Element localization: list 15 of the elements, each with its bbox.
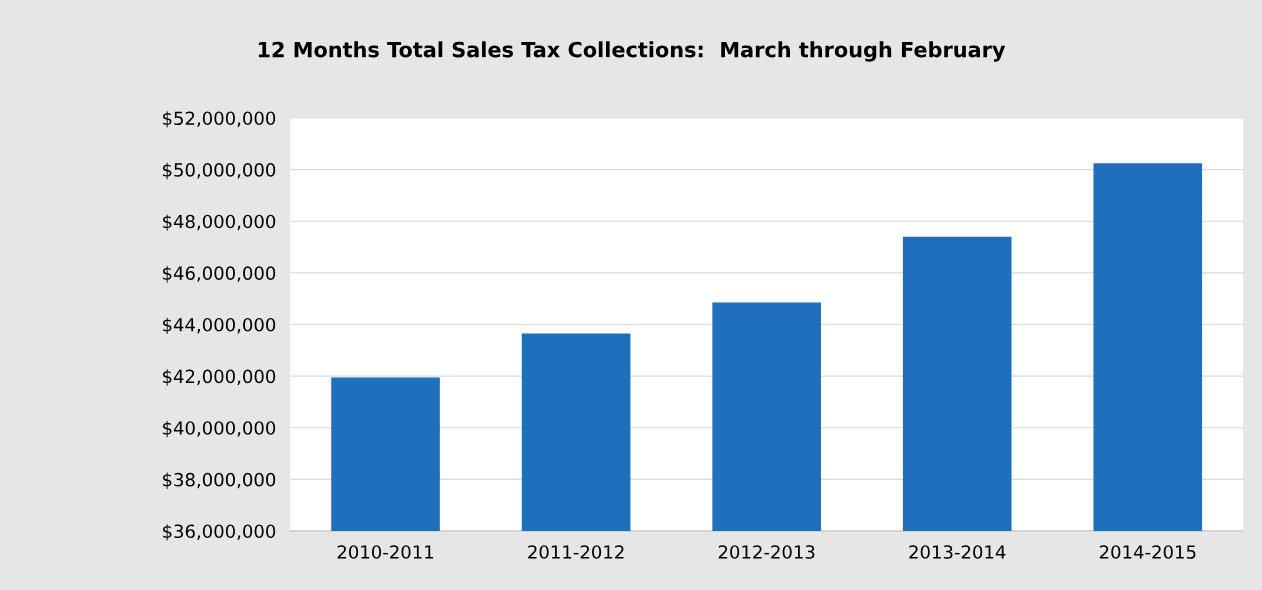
- y-tick-label: $42,000,000: [163, 369, 276, 386]
- y-tick-label: $52,000,000: [163, 111, 276, 128]
- chart-title: 12 Months Total Sales Tax Collections: March through February: [258, 41, 1006, 62]
- y-tick-label: $50,000,000: [163, 162, 276, 180]
- y-tick-label: $46,000,000: [163, 266, 276, 283]
- x-tick-label: 2014-2015: [1099, 545, 1196, 559]
- y-tick-label: $36,000,000: [163, 524, 276, 541]
- y-tick-label: $40,000,000: [163, 420, 276, 438]
- x-tick-label: 2010-2011: [337, 545, 434, 559]
- x-tick-label: 2012-2013: [718, 545, 815, 559]
- x-tick-label: 2013-2014: [909, 545, 1006, 559]
- y-tick-label: $48,000,000: [163, 214, 276, 231]
- y-tick-label: $38,000,000: [163, 472, 276, 489]
- x-tick-label: 2011-2012: [528, 545, 624, 559]
- y-tick-label: $44,000,000: [163, 317, 276, 335]
